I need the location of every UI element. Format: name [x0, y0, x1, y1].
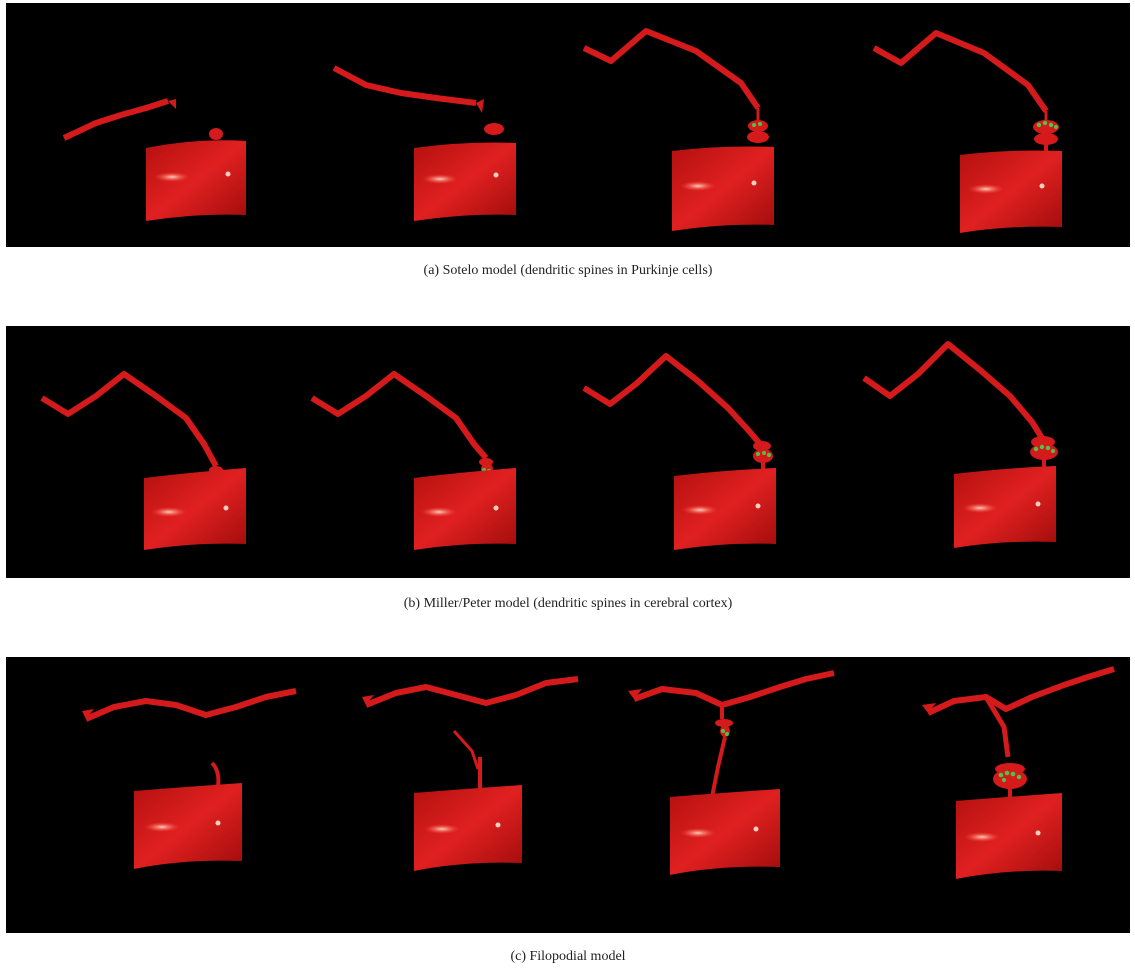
stage-b2: [310, 371, 516, 550]
axon-bouton: [715, 719, 733, 727]
dendrite-shaft: [674, 468, 776, 550]
stage-c4: [922, 666, 1115, 879]
dendrite-shaft: [134, 783, 242, 869]
stage-a2: [332, 65, 516, 221]
panel-a-sotelo-model: [6, 3, 1130, 247]
dendrite-shaft: [144, 468, 246, 550]
dendrite-shaft: [414, 785, 522, 871]
axon: [84, 688, 297, 722]
stage-b3: [582, 353, 776, 550]
stage-c1: [82, 688, 297, 869]
stage-a1: [62, 98, 246, 221]
axon: [862, 341, 1045, 440]
caption-a: (a) Sotelo model (dendritic spines in Pu…: [423, 263, 713, 278]
dendrite-shaft: [954, 466, 1056, 548]
stage-b1: [40, 371, 246, 550]
panel-b-illustration: [40, 341, 1058, 550]
axon-bouton: [748, 120, 768, 132]
axon: [582, 28, 761, 110]
stage-a3: [582, 28, 774, 231]
spine-head: [484, 123, 504, 135]
axon-tip: [476, 99, 484, 113]
dendrite-shaft: [414, 142, 516, 221]
axon-bouton: [753, 441, 771, 451]
dendrite-shaft: [960, 150, 1062, 233]
dendrite-shaft: [956, 793, 1062, 879]
axon-tip: [168, 99, 176, 109]
axon: [332, 65, 477, 106]
stage-b4: [862, 341, 1058, 548]
axon: [310, 371, 489, 460]
spine-head: [993, 769, 1027, 789]
filopodium: [452, 729, 480, 770]
dendrite-shaft: [672, 146, 774, 231]
stage-c2: [362, 676, 579, 871]
axon: [364, 676, 579, 708]
dendrite-shaft: [670, 789, 780, 875]
axon: [40, 371, 219, 468]
dendrite-shaft: [414, 468, 516, 550]
spine-head: [1034, 133, 1058, 145]
dendrite-shaft: [146, 140, 246, 221]
axon: [632, 670, 835, 708]
stage-c3: [628, 670, 835, 875]
dendrite-highlight: [154, 172, 190, 182]
panel-c-filopodial-model: [6, 657, 1130, 933]
axon: [872, 30, 1049, 113]
panel-b-miller-peter-model: [6, 326, 1130, 578]
axon: [62, 98, 169, 141]
filopodium: [210, 761, 221, 788]
axon: [582, 353, 763, 446]
spine-head: [209, 128, 223, 140]
axon: [926, 666, 1115, 716]
stage-a4: [872, 30, 1062, 233]
panel-c-illustration: [82, 666, 1115, 879]
panel-a-illustration: [62, 28, 1062, 233]
spine-head: [747, 131, 769, 143]
caption-c: (c) Filopodial model: [510, 949, 626, 964]
caption-b: (b) Miller/Peter model (dendritic spines…: [403, 596, 733, 611]
